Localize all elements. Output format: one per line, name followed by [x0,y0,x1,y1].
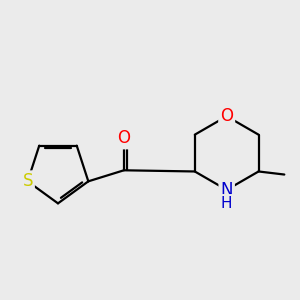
Text: O: O [117,129,130,147]
Text: H: H [221,196,232,211]
Text: O: O [220,107,233,125]
Text: N: N [220,181,233,199]
Text: S: S [22,172,33,190]
